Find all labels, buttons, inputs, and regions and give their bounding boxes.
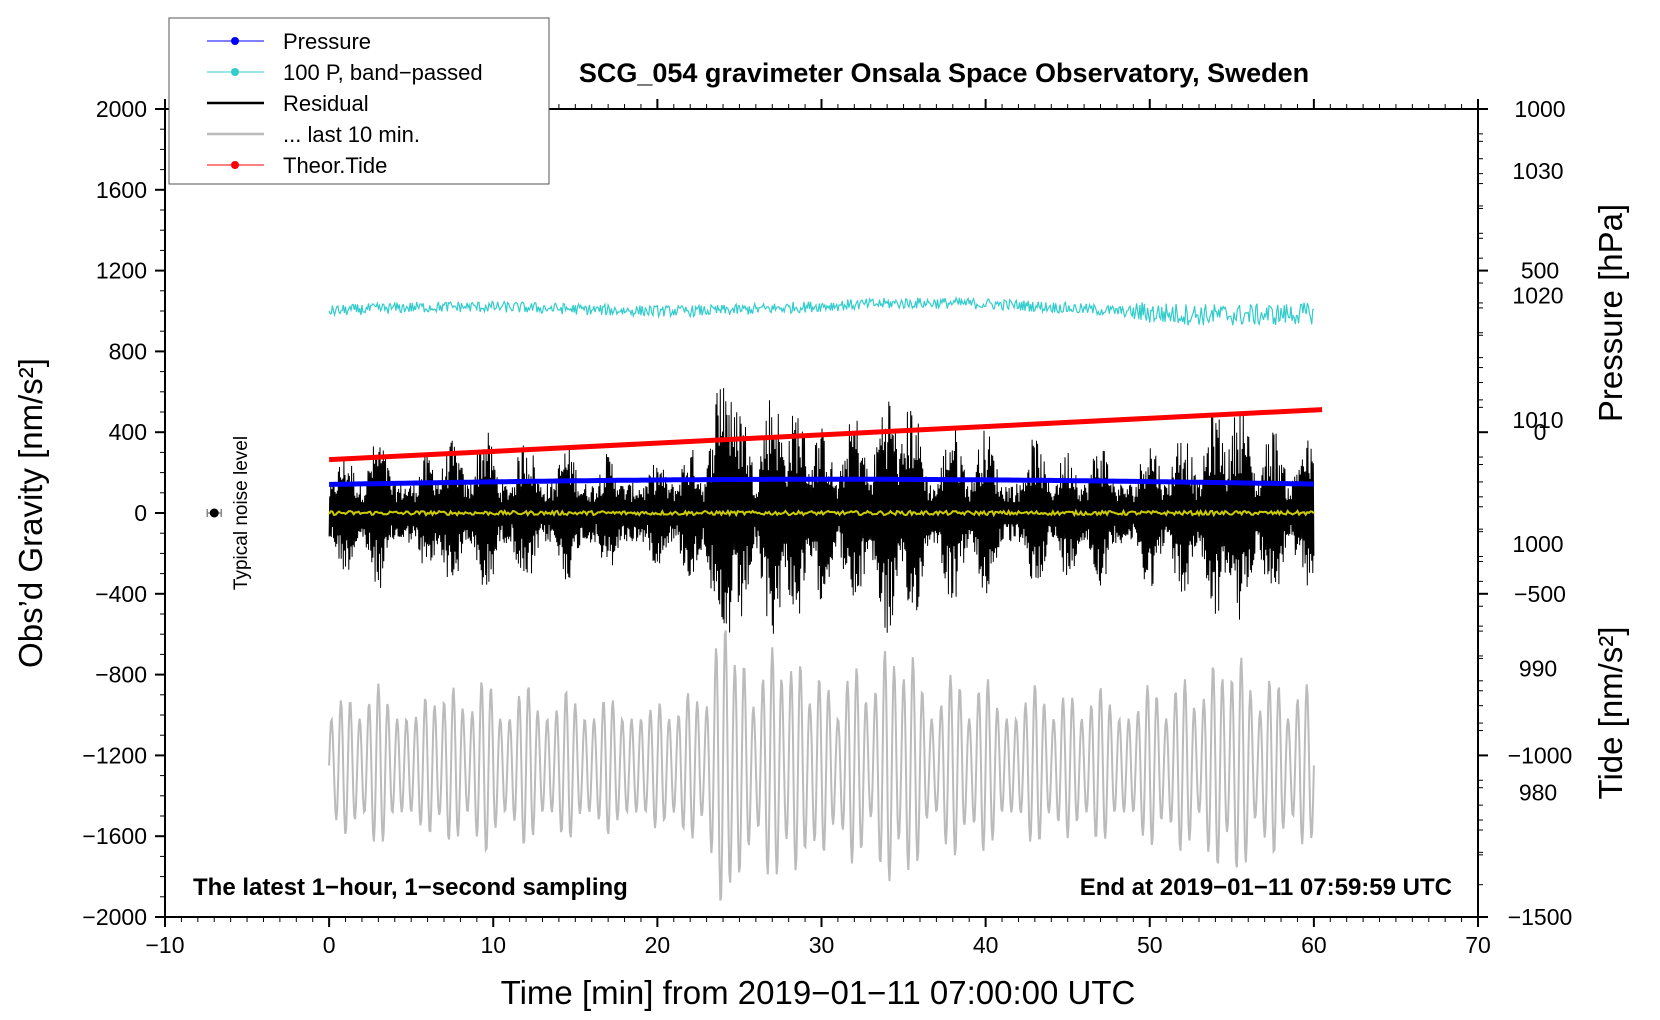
y-axis-label-tide: Tide [nm/s²] [1592, 627, 1629, 800]
y-left-tick-label: 1200 [96, 258, 147, 284]
noise-level-label: Typical noise level [231, 436, 252, 590]
y-left-tick-label: 0 [134, 500, 147, 526]
y-tide-tick-label: −500 [1514, 581, 1566, 607]
y-pressure-tick-label: 1000 [1512, 531, 1563, 557]
x-tick-label: 50 [1137, 932, 1163, 958]
legend: Pressure 100 P, band−passed Residual ... la… [168, 17, 550, 185]
x-tick-label: 20 [645, 932, 671, 958]
y-left-tick-label: 800 [109, 338, 147, 364]
y-tide-tick-label: −1000 [1508, 742, 1573, 768]
y-tide-tick-label: 1000 [1514, 96, 1565, 122]
legend-marker [231, 68, 239, 76]
y-tide-tick-label: 500 [1521, 258, 1559, 284]
series-residual-smoothed-line [328, 508, 1315, 518]
series-band-passed-pressure-line [328, 296, 1314, 327]
series-residual-line [328, 388, 1315, 634]
y-pressure-tick-label: 1010 [1512, 407, 1563, 433]
y-pressure-tick-label: 990 [1519, 655, 1557, 681]
x-tick-label: −10 [145, 932, 184, 958]
legend-marker [231, 161, 239, 169]
legend-label: Residual [283, 91, 369, 116]
x-tick-label: 60 [1301, 932, 1327, 958]
x-tick-label: 70 [1465, 932, 1491, 958]
y-pressure-tick-label: 1030 [1512, 158, 1563, 184]
series-last-10-min-line [328, 630, 1315, 901]
y-axis-label-pressure: Pressure [hPa] [1592, 204, 1629, 422]
data-layer [328, 296, 1323, 901]
tick-layer: −10 0 10 20 30 40 50 60 702000160012008004000−40… [82, 96, 1572, 958]
y-left-tick-label: 2000 [96, 96, 147, 122]
x-tick-label: 40 [973, 932, 999, 958]
noise-point [209, 508, 219, 518]
y-left-tick-label: −800 [95, 662, 147, 688]
legend-marker [231, 37, 239, 45]
x-axis-label: Time [min] from 2019−01−11 07:00:00 UTC [501, 974, 1136, 1011]
legend-label: 100 P, band−passed [283, 60, 483, 85]
x-tick-label: 10 [480, 932, 506, 958]
legend-box [168, 17, 550, 185]
y-pressure-tick-label: 980 [1519, 780, 1557, 806]
y-left-tick-label: −1200 [82, 742, 147, 768]
y-axis-label-left: Obs’d Gravity [nm/s²] [12, 358, 49, 668]
y-left-tick-label: −2000 [82, 904, 147, 930]
y-pressure-tick-label: 1020 [1512, 282, 1563, 308]
end-time-note: End at 2019−01−11 07:59:59 UTC [1080, 874, 1452, 901]
sampling-note: The latest 1−hour, 1−second sampling [193, 874, 628, 901]
y-left-tick-label: 400 [109, 419, 147, 445]
series-pressure-line [329, 476, 1314, 487]
x-tick-label: 30 [809, 932, 835, 958]
legend-label: ... last 10 min. [283, 122, 420, 147]
y-left-tick-label: −1600 [82, 823, 147, 849]
y-left-tick-label: −400 [95, 581, 147, 607]
x-tick-label: 0 [323, 932, 336, 958]
legend-label: Theor.Tide [283, 153, 387, 178]
y-tide-tick-label: 0 [1534, 419, 1547, 445]
chart-title: SCG_054 gravimeter Onsala Space Observat… [579, 58, 1309, 88]
y-left-tick-label: 1600 [96, 177, 147, 203]
legend-label: Pressure [283, 29, 371, 54]
noise-level-marker [206, 508, 222, 518]
series-theor-tide-line [328, 407, 1323, 463]
y-tide-tick-label: −1500 [1508, 904, 1573, 930]
